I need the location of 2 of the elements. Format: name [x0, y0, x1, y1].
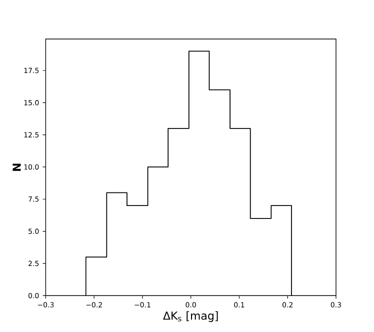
y-axis-title: N — [12, 164, 21, 171]
x-axis-title: ΔK$_{s}$ [mag] — [163, 311, 218, 322]
